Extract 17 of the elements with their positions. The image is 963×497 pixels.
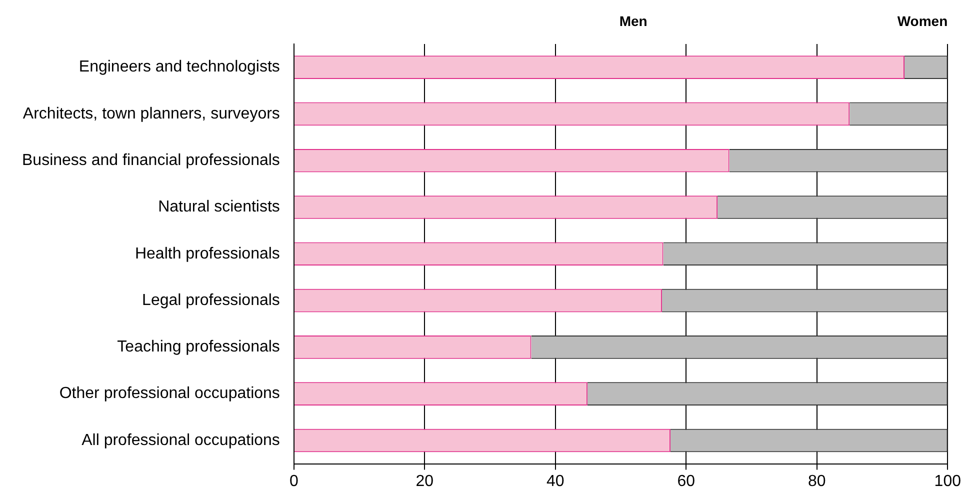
y-tick-label: Legal professionals (142, 292, 280, 309)
x-tick-label: 100 (934, 472, 962, 490)
x-tick-label: 60 (677, 472, 696, 490)
x-tick-label: 40 (546, 472, 564, 490)
series-label: Men (619, 12, 648, 29)
y-tick-label: Business and financial professionals (22, 152, 280, 170)
x-tick-label: 80 (808, 472, 826, 490)
y-tick-label: Architects, town planners, surveyors (22, 105, 280, 122)
y-tick-label: Health professionals (134, 245, 280, 262)
y-tick-label: All professional occupations (82, 432, 280, 449)
series-label: Women (897, 12, 948, 29)
y-tick-label: Other professional occupations (59, 385, 280, 402)
x-tick-label: 20 (416, 472, 434, 490)
y-tick-label: Teaching professionals (117, 338, 280, 356)
y-tick-label: Engineers and technologists (78, 58, 280, 76)
y-tick-label: Natural scientists (158, 198, 280, 216)
x-tick-label: 0 (289, 472, 298, 490)
